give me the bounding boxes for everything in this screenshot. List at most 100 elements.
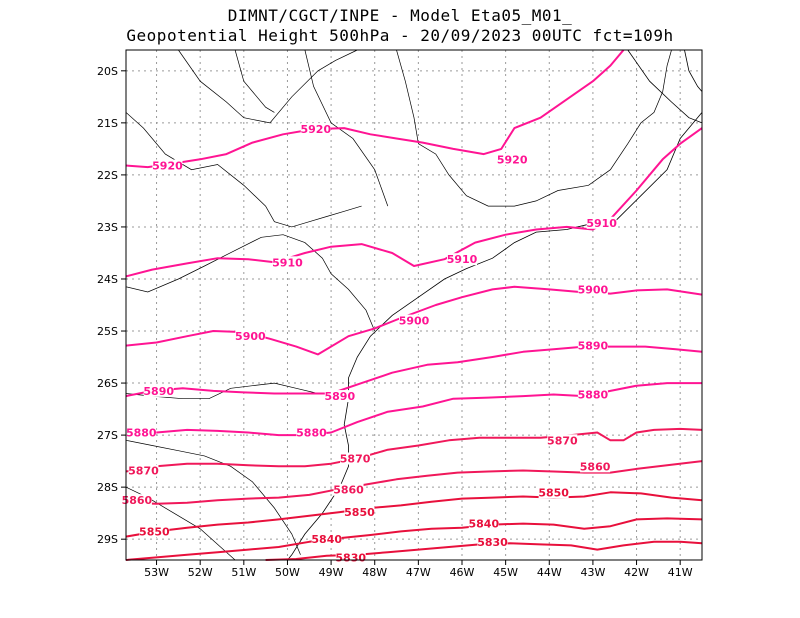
lat-tick-label: 20S <box>97 65 118 78</box>
contour-label-5850: 5850 <box>344 506 375 519</box>
lat-tick-label: 22S <box>97 169 118 182</box>
lon-tick-label: 44W <box>537 566 562 579</box>
contour-label-bg <box>340 452 371 465</box>
contour-label-5860: 5860 <box>580 460 611 473</box>
grid-layer <box>126 50 702 560</box>
contour-label-5910: 5910 <box>272 256 303 269</box>
map-frame <box>125 49 703 561</box>
contour-label-5890: 5890 <box>143 385 174 398</box>
state-boundary-line <box>178 49 358 124</box>
contour-label-bg <box>577 339 608 352</box>
contour-label-bg <box>538 486 569 499</box>
lon-tick-label: 53W <box>144 566 169 579</box>
contour-label-5900: 5900 <box>399 315 430 328</box>
contour-label-5880: 5880 <box>296 427 327 440</box>
contour-label-5880: 5880 <box>578 389 609 402</box>
contour-label-5890: 5890 <box>325 390 356 403</box>
contour-label-bg <box>300 123 331 136</box>
contour-label-bg <box>324 390 355 403</box>
lat-tick-label: 29S <box>97 533 118 546</box>
lon-tick-label: 51W <box>231 566 256 579</box>
contour-label-5880: 5880 <box>126 427 157 440</box>
contour-label-5900: 5900 <box>578 283 609 296</box>
contour-line-5850 <box>125 491 703 538</box>
contour-label-5910: 5910 <box>586 217 617 230</box>
contour-line-5840 <box>125 517 703 561</box>
state-boundary-line <box>396 49 672 207</box>
contour-label-bg <box>143 384 174 397</box>
lat-tick-label: 27S <box>97 429 118 442</box>
contour-label-5850: 5850 <box>538 486 569 499</box>
state-boundary-line <box>125 439 301 555</box>
lon-tick-label: 43W <box>580 566 605 579</box>
coastline-line <box>684 49 703 92</box>
contour-label-5860: 5860 <box>333 484 364 497</box>
contour-label-bg <box>333 483 364 496</box>
contour-label-5840: 5840 <box>311 533 342 546</box>
axis-ticks: 53W 52W 51W 50W 49W 48W 47W 46W 45W 44W 43W 42W 41W 2… <box>97 65 693 579</box>
contour-line-5890 <box>125 345 703 398</box>
lon-tick-label: 49W <box>319 566 344 579</box>
lon-tick-label: 50W <box>275 566 300 579</box>
lon-tick-label: 52W <box>188 566 213 579</box>
map-title-line-1: DIMNT/CGCT/INPE - Model Eta05_M01_ <box>227 6 573 25</box>
contour-layer <box>125 49 703 561</box>
lat-tick-label: 25S <box>97 325 118 338</box>
contour-label-bg <box>586 216 617 229</box>
contour-label-bg <box>152 159 183 172</box>
contour-label-bg <box>121 494 152 507</box>
contour-label-5840: 5840 <box>469 518 500 531</box>
contour-label-bg <box>296 426 327 439</box>
state-boundary-line <box>234 49 275 113</box>
lat-tick-label: 21S <box>97 117 118 130</box>
lon-tick-label: 41W <box>668 566 693 579</box>
contour-line-5910 <box>125 127 703 278</box>
lat-tick-label: 26S <box>97 377 118 390</box>
contour-label-5860: 5860 <box>122 494 153 507</box>
contour-line-5870 <box>125 427 703 473</box>
contour-label-layer: 5920 5920 5920 5910 5910 5910 5900 5900 5900 5890… <box>122 123 618 564</box>
contour-label-5900: 5900 <box>235 330 266 343</box>
lon-tick-label: 48W <box>362 566 387 579</box>
lat-tick-label: 28S <box>97 481 118 494</box>
contour-label-bg <box>126 426 157 439</box>
lon-tick-label: 47W <box>406 566 431 579</box>
state-boundary-line <box>125 112 362 228</box>
lat-tick-label: 23S <box>97 221 118 234</box>
contour-label-bg <box>468 517 499 530</box>
contour-label-5870: 5870 <box>547 434 578 447</box>
contour-label-bg <box>399 314 429 327</box>
contour-label-bg <box>311 533 342 546</box>
lon-tick-label: 42W <box>624 566 649 579</box>
contour-label-bg <box>447 253 477 266</box>
contour-label-5920: 5920 <box>497 153 528 166</box>
state-boundary-line <box>125 234 376 332</box>
contour-label-bg <box>235 330 266 343</box>
contour-line-5920 <box>125 49 625 169</box>
contour-label-bg <box>128 464 159 477</box>
state-boundary-line <box>125 382 345 400</box>
contour-label-5890: 5890 <box>578 340 609 353</box>
contour-label-bg <box>344 506 375 519</box>
contour-label-5920: 5920 <box>152 160 183 173</box>
coastline-line <box>627 49 703 124</box>
contour-label-bg <box>272 256 303 269</box>
contour-label-bg <box>577 388 608 401</box>
contour-label-bg <box>477 535 508 548</box>
state-boundary-line <box>304 49 389 207</box>
contour-label-5830: 5830 <box>335 551 366 564</box>
contour-label-5830: 5830 <box>477 536 508 549</box>
contour-label-bg <box>547 434 578 447</box>
map-title-line-2: Geopotential Height 500hPa - 20/09/2023 … <box>126 26 674 45</box>
state-boundaries <box>125 49 672 561</box>
contour-label-bg <box>497 153 528 166</box>
contour-label-5870: 5870 <box>128 464 159 477</box>
lon-tick-label: 45W <box>493 566 518 579</box>
contour-label-5870: 5870 <box>340 453 371 466</box>
lon-tick-label: 46W <box>450 566 475 579</box>
contour-label-5850: 5850 <box>139 525 170 538</box>
contour-label-5910: 5910 <box>447 253 478 266</box>
contour-label-bg <box>580 460 611 473</box>
lat-tick-label: 24S <box>97 273 118 286</box>
